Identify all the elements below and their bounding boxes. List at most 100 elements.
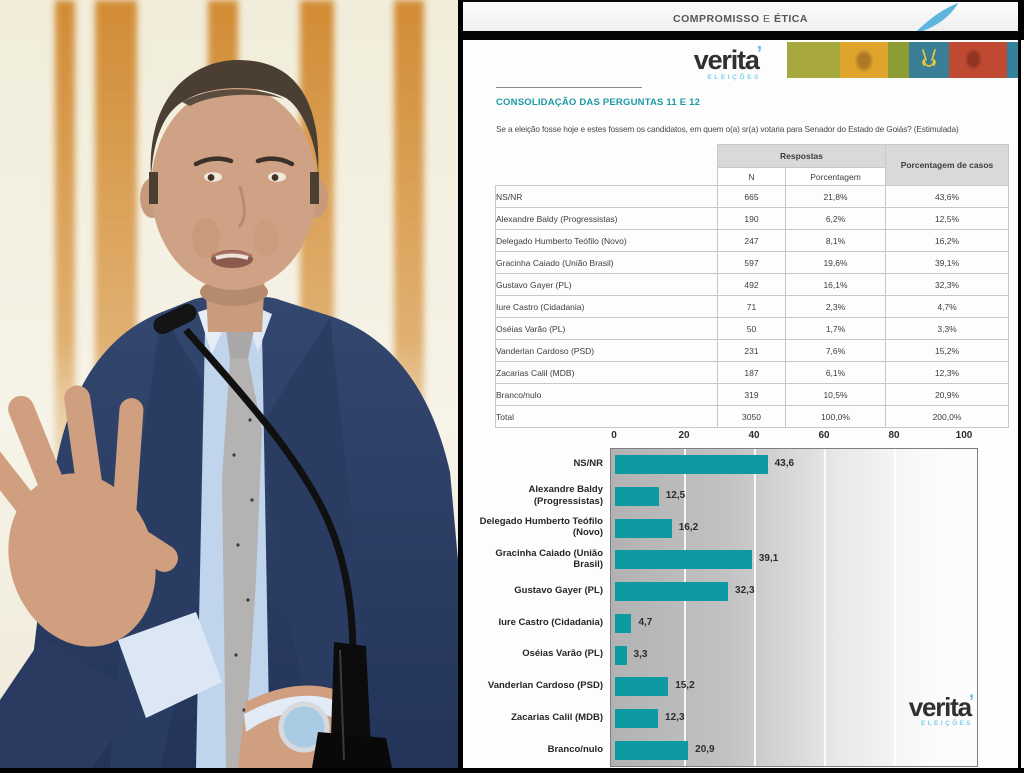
row-label: Gustavo Gayer (PL) [495,273,718,296]
peace-hand-icon [922,49,936,67]
document-body: verita’ ELEIÇÕES CONSOLIDAÇÃO DAS PERGU [463,40,1018,768]
verita-logo: verita’ ELEIÇÕES [663,44,763,82]
survey-question: Se a eleição fosse hoje e estes fossem o… [496,124,959,134]
row-label: Branco/nulo [495,383,718,406]
results-table: Respostas Porcentagem de casos N Porcent… [495,144,1009,428]
left-hand [0,385,222,768]
row-label: Gracinha Caiado (União Brasil) [495,251,718,274]
chart-bar [615,740,689,760]
cell-pct: 6,1% [785,361,886,384]
speaker-photo [0,0,458,769]
blue-swoosh-icon [913,3,959,34]
chart-bar [615,677,669,697]
table-row: Iure Castro (Cidadania) 71 2,3% 4,7% [495,295,1009,318]
chart-category-label: Delegado Humberto Teófilo (Novo) [479,516,603,539]
cell-cases: 200,0% [885,405,1009,428]
gridline [754,449,756,766]
cell-cases: 39,1% [885,251,1009,274]
table-row: Alexandre Baldy (Progressistas) 190 6,2% 12… [495,207,1009,230]
cell-pct: 19,6% [785,251,886,274]
cell-n: 187 [717,361,786,384]
axis-tick-label: 40 [748,430,760,441]
table-row: Gracinha Caiado (União Brasil) 597 19,6% 39… [495,251,1009,274]
table-row: Branco/nulo 319 10,5% 20,9% [495,383,1009,406]
banner-title: COMPROMISSO E ÉTICA [463,13,1018,25]
chart-category-label: NS/NR [573,458,603,470]
group-header-casos: Porcentagem de casos [885,144,1009,186]
chart-category-label: Vanderlan Cardoso (PSD) [487,680,603,692]
chart-value-label: 12,3 [665,711,685,723]
strip-segment-portrait-yellow [839,42,888,78]
header-rule [496,87,642,88]
row-label: Delegado Humberto Teófilo (Novo) [495,229,718,252]
top-banner: COMPROMISSO E ÉTICA [463,0,1018,34]
row-label: NS/NR [495,185,718,208]
page-right-edge [1021,40,1024,768]
table-group-header-row: Respostas Porcentagem de casos [495,144,1009,186]
chart-bar [615,487,659,507]
cell-pct: 10,5% [785,383,886,406]
chart-category-label: Branco/nulo [547,743,603,755]
chart-value-label: 16,2 [678,521,699,533]
eyes [204,172,286,182]
strip-segment-olive [787,42,840,78]
table-row: Gustavo Gayer (PL) 492 16,1% 32,3% [495,273,1009,296]
cell-cases: 20,9% [885,383,1009,406]
chart-bar [615,613,632,633]
banner-strip-orange-segment [521,2,841,8]
chart-category-label: Zacarias Calil (MDB) [511,711,603,723]
cell-pct: 7,6% [785,339,886,362]
table-row: Delegado Humberto Teófilo (Novo) 247 8,1% 1… [495,229,1009,252]
results-table-body: NS/NR 665 21,8% 43,6% Alexandre Baldy (Progr… [495,185,1009,428]
cell-cases: 32,3% [885,273,1009,296]
gridline [824,449,826,766]
verita-logo-word: verita’ [908,692,975,722]
chart-value-label: 20,9 [695,743,715,755]
chart-category-label: Oséias Varão (PL) [522,648,603,660]
microphone [153,303,392,768]
nose [237,185,246,228]
chart-bar [615,582,729,602]
cell-pct: 16,1% [785,273,886,296]
chart-value-label: 43,6 [774,458,795,470]
cell-cases: 12,5% [885,207,1009,230]
strip-segment-teal [908,42,949,78]
sub-header-n: N [717,167,786,186]
chart-bar [615,518,672,538]
report-page: COMPROMISSO E ÉTICA verita’ ELEIÇÕES [463,0,1018,768]
cell-pct: 6,2% [785,207,886,230]
strip-segment-portrait-red [948,42,1007,78]
chart-value-label: 3,3 [633,648,648,660]
axis-tick-label: 0 [611,430,617,441]
table-row: Oséias Varão (PL) 50 1,7% 3,3% [495,317,1009,340]
header-photo-strip [787,42,1018,78]
chart-value-label: 4,7 [638,616,653,628]
chart-bar [615,708,659,728]
chart-category-label: Gracinha Caiado (União Brasil) [495,547,603,570]
chart-value-label: 15,2 [675,680,695,692]
row-label: Iure Castro (Cidadania) [495,295,718,318]
axis-tick-label: 60 [818,430,830,441]
chart-category-label: Alexandre Baldy (Progressistas) [528,484,603,507]
cell-n: 71 [717,295,786,318]
cell-n: 3050 [717,405,786,428]
eyebrow [193,156,234,167]
row-label: Total [495,405,718,428]
row-label: Zacarias Calil (MDB) [495,361,718,384]
row-label: Vanderlan Cardoso (PSD) [495,339,718,362]
separator-bar [463,31,1018,40]
logo-accent-mark: ’ [756,43,763,65]
gridline [894,449,896,766]
chart-watermark-logo: verita’ ELEIÇÕES [851,692,975,728]
cell-n: 492 [717,273,786,296]
chart-value-label: 12,5 [665,490,686,502]
axis-tick-label: 20 [678,430,690,441]
table-row: Zacarias Calil (MDB) 187 6,1% 12,3% [495,361,1009,384]
cell-pct: 8,1% [785,229,886,252]
chart-category-label: Iure Castro (Cidadania) [498,616,603,628]
table-row: Vanderlan Cardoso (PSD) 231 7,6% 15,2% [495,339,1009,362]
cell-cases: 3,3% [885,317,1009,340]
cell-n: 247 [717,229,786,252]
cell-cases: 16,2% [885,229,1009,252]
banner-word: E [763,13,771,25]
